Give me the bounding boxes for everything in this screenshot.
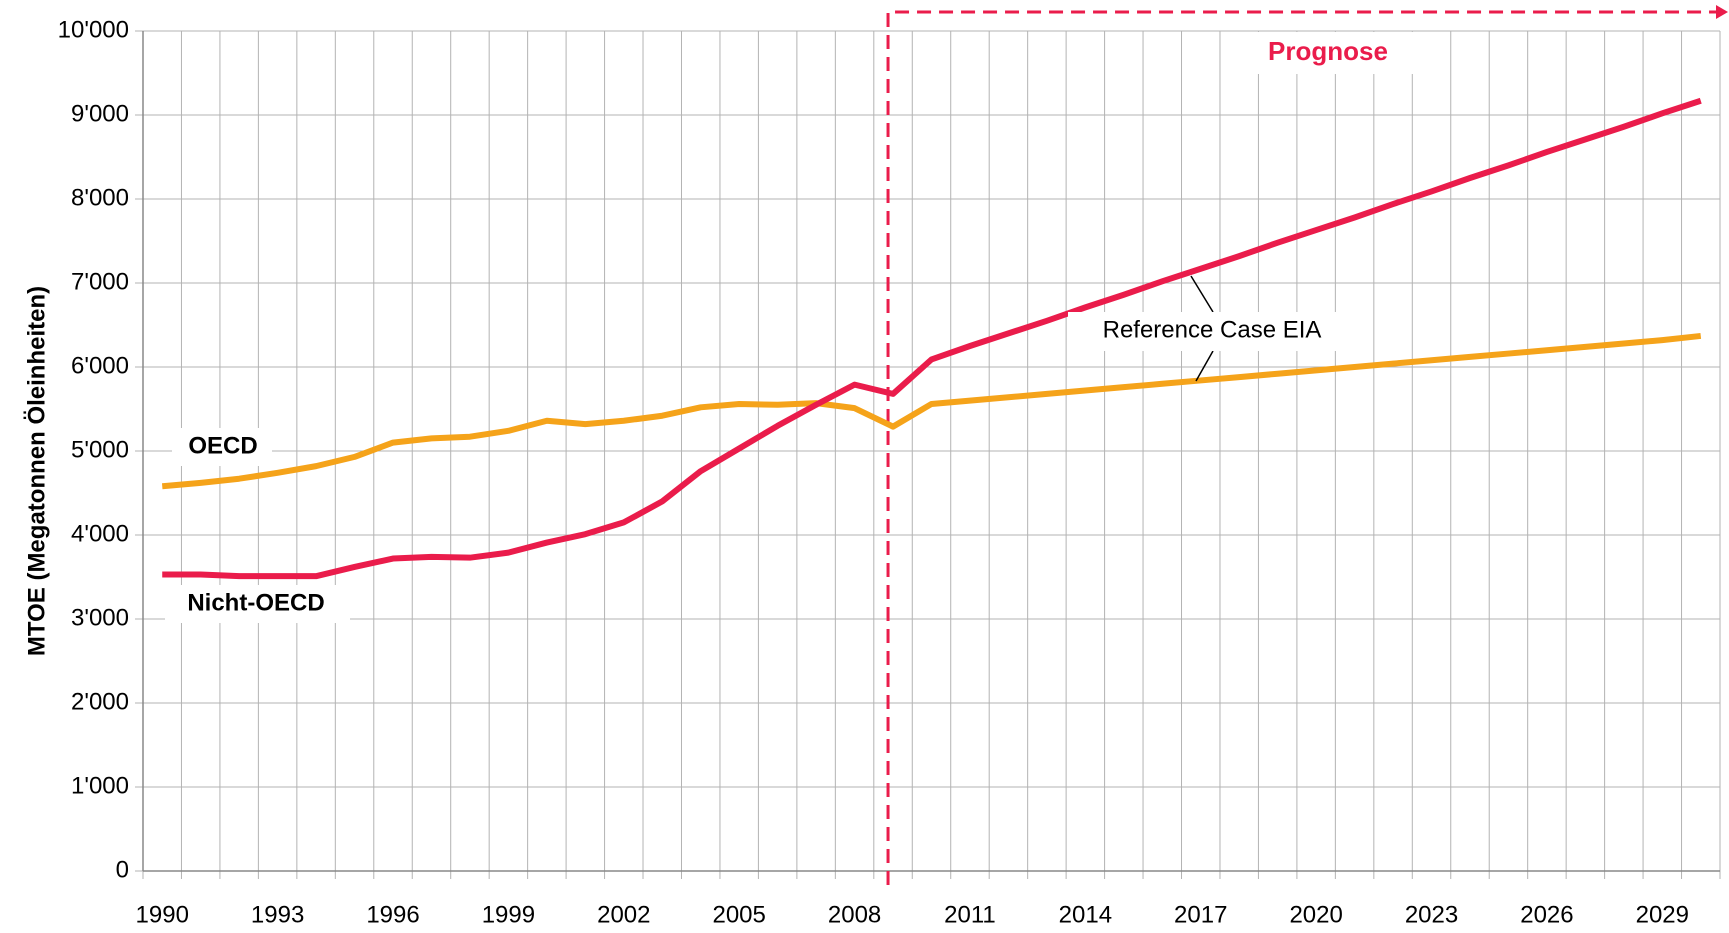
series-line: [162, 97, 1702, 580]
leader-line: [1195, 350, 1214, 382]
x-tick-label: 2017: [1174, 901, 1227, 928]
x-tick-label: 2014: [1059, 901, 1112, 928]
y-tick-label: 0: [116, 856, 129, 883]
leader-line: [1190, 275, 1214, 313]
x-tick-label: 1999: [482, 901, 535, 928]
y-tick-label: 2'000: [71, 688, 129, 715]
y-tick-label: 3'000: [71, 604, 129, 631]
series-line: [161, 332, 1702, 490]
x-tick-label: 1990: [136, 901, 189, 928]
x-tick-label: 2011: [944, 901, 996, 928]
y-tick-label: 9'000: [71, 100, 129, 127]
x-tick-label: 1993: [251, 901, 304, 928]
y-tick-label: 7'000: [71, 268, 129, 295]
x-tick-label: 2029: [1636, 901, 1689, 928]
forecast-label: Prognose: [1268, 36, 1388, 66]
x-tick-label: 2002: [597, 901, 650, 928]
forecast-box: [886, 10, 1722, 885]
x-tick-label: 1996: [366, 901, 419, 928]
series-label: OECD: [188, 432, 257, 459]
x-tick-label: 2026: [1520, 901, 1573, 928]
y-axis-label: MTOE (Megatonnen Öleinheiten): [23, 286, 50, 656]
y-tick-label: 4'000: [71, 520, 129, 547]
label-bg: [165, 585, 350, 623]
y-tick-label: 5'000: [71, 436, 129, 463]
x-tick-label: 2008: [828, 901, 881, 928]
x-tick-label: 2023: [1405, 901, 1458, 928]
label-bg: [1068, 312, 1350, 351]
y-tick-label: 1'000: [71, 772, 129, 799]
label-bg: [1225, 32, 1420, 74]
x-tick-label: 2020: [1289, 901, 1342, 928]
label-bg: [172, 428, 272, 466]
y-tick-label: 10'000: [58, 16, 129, 43]
x-tick-label: 2005: [712, 901, 765, 928]
series-label: Nicht-OECD: [187, 589, 324, 616]
forecast-arrow: [1716, 5, 1728, 19]
y-tick-label: 8'000: [71, 184, 129, 211]
annotation: Reference Case EIA: [1103, 316, 1322, 343]
y-tick-label: 6'000: [71, 352, 129, 379]
